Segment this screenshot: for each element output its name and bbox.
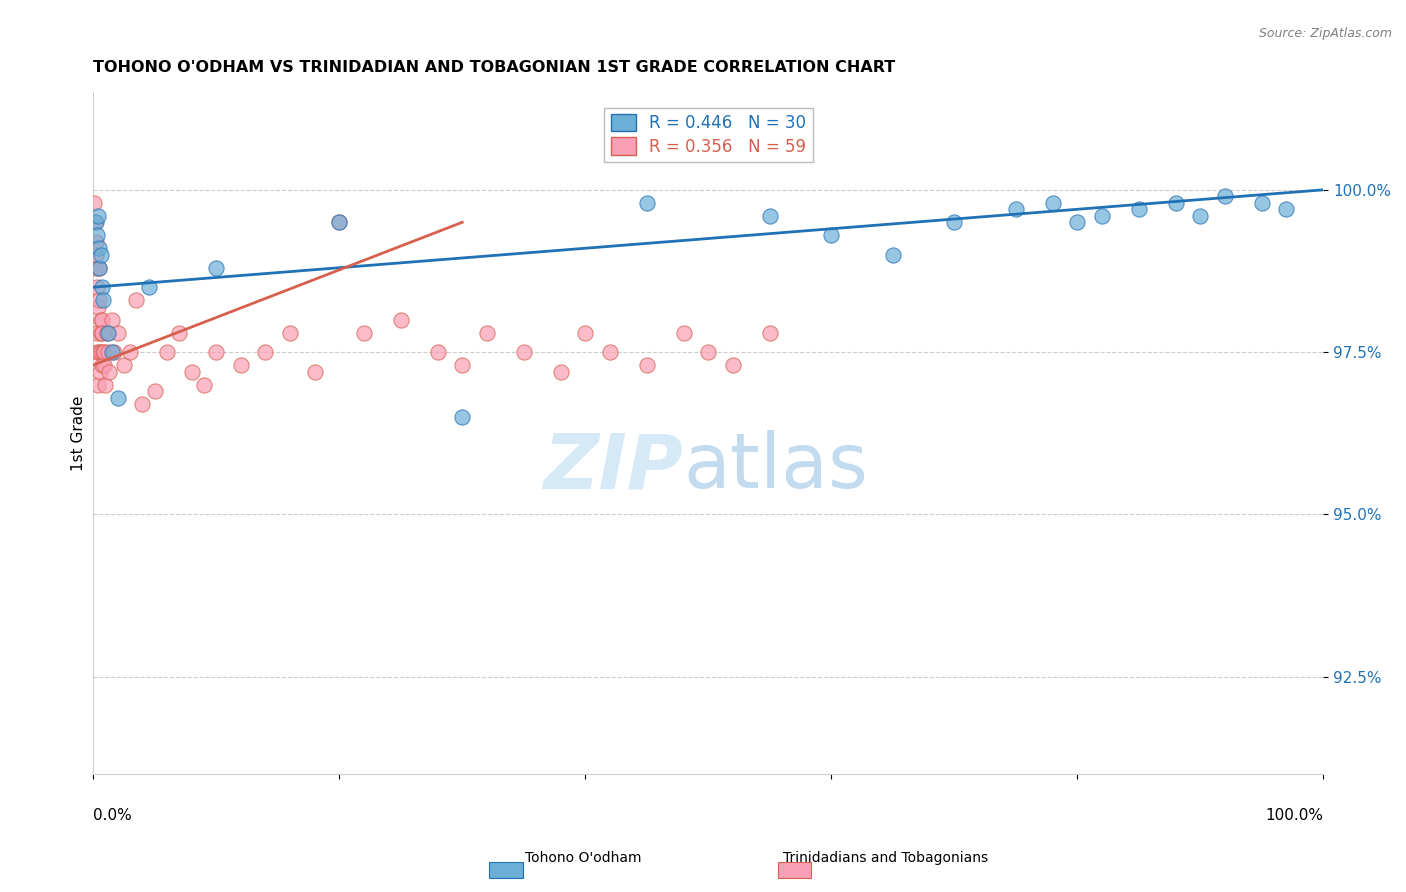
- Point: [90, 312, 112, 326]
- Point: [193, 377, 215, 392]
- Point: [328, 215, 350, 229]
- Point: [451, 358, 474, 372]
- Point: [84, 215, 107, 229]
- Point: [205, 260, 228, 275]
- Point: [1189, 209, 1212, 223]
- Text: ZIP: ZIP: [544, 430, 683, 504]
- Text: 100.0%: 100.0%: [1265, 808, 1323, 823]
- Point: [451, 410, 474, 425]
- Point: [328, 215, 350, 229]
- Point: [229, 358, 252, 372]
- Point: [389, 312, 412, 326]
- Point: [97, 326, 120, 340]
- Point: [169, 326, 191, 340]
- Point: [278, 326, 301, 340]
- Text: 0.0%: 0.0%: [93, 808, 132, 823]
- Point: [131, 397, 153, 411]
- Point: [86, 280, 108, 294]
- Point: [100, 345, 122, 359]
- Point: [156, 345, 179, 359]
- Point: [180, 365, 202, 379]
- Point: [636, 195, 658, 210]
- Point: [1004, 202, 1026, 217]
- Point: [1250, 195, 1272, 210]
- Point: [882, 248, 904, 262]
- Point: [87, 377, 110, 392]
- Point: [91, 326, 114, 340]
- Y-axis label: 1st Grade: 1st Grade: [72, 395, 86, 471]
- Point: [697, 345, 720, 359]
- Point: [84, 248, 107, 262]
- Point: [758, 209, 780, 223]
- Point: [1091, 209, 1114, 223]
- Legend: R = 0.446   N = 30, R = 0.356   N = 59: R = 0.446 N = 30, R = 0.356 N = 59: [605, 108, 813, 162]
- Point: [93, 358, 115, 372]
- Point: [107, 391, 129, 405]
- Point: [84, 235, 107, 249]
- Point: [100, 312, 122, 326]
- Point: [94, 377, 117, 392]
- Point: [254, 345, 277, 359]
- Point: [1066, 215, 1088, 229]
- Point: [87, 300, 110, 314]
- Point: [98, 365, 121, 379]
- Point: [758, 326, 780, 340]
- Text: TOHONO O'ODHAM VS TRINIDADIAN AND TOBAGONIAN 1ST GRADE CORRELATION CHART: TOHONO O'ODHAM VS TRINIDADIAN AND TOBAGO…: [93, 60, 896, 75]
- Point: [87, 209, 110, 223]
- Point: [83, 195, 105, 210]
- Point: [90, 358, 112, 372]
- Point: [820, 228, 842, 243]
- Point: [90, 326, 112, 340]
- Point: [1164, 195, 1187, 210]
- Point: [599, 345, 621, 359]
- Point: [721, 358, 744, 372]
- Point: [120, 345, 142, 359]
- Text: atlas: atlas: [683, 430, 869, 504]
- Point: [205, 345, 228, 359]
- Point: [96, 326, 118, 340]
- Point: [97, 345, 120, 359]
- Point: [1128, 202, 1150, 217]
- Point: [1042, 195, 1064, 210]
- Point: [475, 326, 498, 340]
- Point: [86, 326, 108, 340]
- Point: [672, 326, 695, 340]
- Point: [304, 365, 326, 379]
- Point: [86, 345, 108, 359]
- Point: [91, 293, 114, 308]
- Text: Source: ZipAtlas.com: Source: ZipAtlas.com: [1258, 27, 1392, 40]
- Point: [112, 358, 135, 372]
- Point: [93, 345, 115, 359]
- Point: [550, 365, 572, 379]
- Point: [1213, 189, 1236, 203]
- Point: [90, 312, 112, 326]
- Point: [636, 358, 658, 372]
- Point: [138, 280, 160, 294]
- Text: Tohono O'odham: Tohono O'odham: [526, 851, 641, 865]
- Point: [143, 384, 166, 398]
- Point: [87, 260, 110, 275]
- Point: [90, 345, 112, 359]
- Point: [103, 345, 125, 359]
- Point: [1275, 202, 1298, 217]
- Point: [107, 326, 129, 340]
- Point: [86, 228, 108, 243]
- Point: [84, 260, 107, 275]
- Point: [89, 241, 111, 255]
- Point: [89, 365, 111, 379]
- Point: [84, 215, 107, 229]
- Point: [426, 345, 449, 359]
- Point: [91, 345, 114, 359]
- Point: [125, 293, 148, 308]
- Point: [574, 326, 596, 340]
- Point: [512, 345, 534, 359]
- Point: [89, 260, 111, 275]
- Text: Trinidadians and Tobagonians: Trinidadians and Tobagonians: [783, 851, 988, 865]
- Point: [89, 345, 111, 359]
- Point: [90, 248, 112, 262]
- Point: [90, 280, 112, 294]
- Point: [89, 293, 111, 308]
- Point: [353, 326, 375, 340]
- Point: [943, 215, 966, 229]
